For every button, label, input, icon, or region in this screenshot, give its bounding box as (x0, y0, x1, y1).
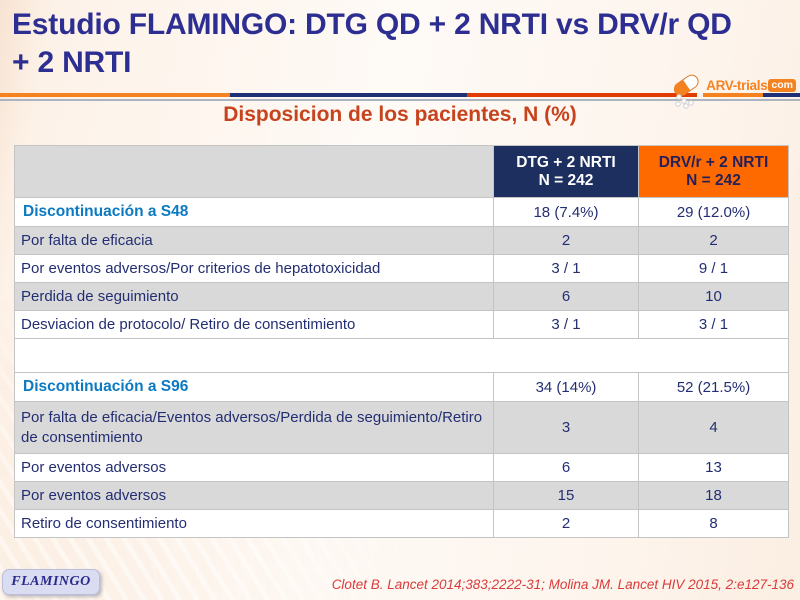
drv-value-cell: 18 (638, 481, 789, 510)
slide-title-line2: + 2 NRTI (12, 46, 132, 80)
dtg-value-cell (493, 338, 639, 373)
section-row-s48: Discontinuación a S48 18 (7.4%) 29 (12.0… (14, 197, 789, 227)
citation-text: Clotet B. Lancet 2014;383;2222-31; Molin… (331, 577, 794, 592)
drv-value-cell: 10 (638, 282, 789, 311)
dtg-value-cell: 3 (493, 401, 639, 454)
dtg-value-cell: 34 (14%) (493, 372, 639, 402)
table-header-row: DTG + 2 NRTI N = 242 DRV/r + 2 NRTI N = … (14, 145, 789, 198)
header-drv-n: N = 242 (686, 171, 741, 189)
dtg-value-cell: 18 (7.4%) (493, 197, 639, 227)
dtg-value-cell: 3 / 1 (493, 254, 639, 283)
slide-title: Estudio FLAMINGO: DTG QD + 2 NRTI vs DRV… (12, 6, 792, 82)
header-blank-cell (14, 145, 494, 198)
row-label-cell: Retiro de consentimiento (14, 509, 494, 538)
drv-value-cell: 8 (638, 509, 789, 538)
divider-gray-line (0, 99, 800, 101)
patient-disposition-table: DTG + 2 NRTI N = 242 DRV/r + 2 NRTI N = … (14, 145, 789, 538)
row-label-cell: Perdida de seguimiento (14, 282, 494, 311)
pill-capsule-icon (674, 74, 699, 109)
dtg-value-cell: 6 (493, 282, 639, 311)
header-drv-name: DRV/r + 2 NRTI (658, 153, 769, 171)
drv-value-cell: 29 (12.0%) (638, 197, 789, 227)
drv-value-cell: 13 (638, 453, 789, 482)
drv-value-cell: 3 / 1 (638, 310, 789, 339)
dtg-value-cell: 6 (493, 453, 639, 482)
row-label-cell: Discontinuación a S96 (14, 372, 494, 402)
table-row: Desviacion de protocolo/ Retiro de conse… (14, 310, 789, 339)
drv-value-cell (638, 338, 789, 373)
slide-title-line1: Estudio FLAMINGO: DTG QD + 2 NRTI vs DRV… (12, 8, 732, 41)
divider-segment-orange-right (703, 93, 763, 97)
header-dtg-n: N = 242 (538, 171, 594, 189)
divider-segment-red (467, 93, 697, 97)
row-label-cell: Por falta de eficacia (14, 226, 494, 255)
spacer-row (14, 338, 789, 373)
drv-value-cell: 52 (21.5%) (638, 372, 789, 402)
divider-segment-navy-right (763, 93, 800, 97)
dtg-value-cell: 2 (493, 226, 639, 255)
divider-segment-navy (230, 93, 467, 97)
section-row-s96: Discontinuación a S96 34 (14%) 52 (21.5%… (14, 372, 789, 402)
row-label-cell: Por falta de eficacia/Eventos adversos/P… (14, 401, 494, 454)
logo-name-text: ARV-trials (706, 78, 768, 93)
table-row: Por falta de eficacia 2 2 (14, 226, 789, 255)
row-label-cell: Desviacion de protocolo/ Retiro de conse… (14, 310, 494, 339)
dtg-value-cell: 3 / 1 (493, 310, 639, 339)
row-label-cell (14, 338, 494, 373)
table-row: Por eventos adversos/Por criterios de he… (14, 254, 789, 283)
table-row: Por falta de eficacia/Eventos adversos/P… (14, 401, 789, 454)
table-row: Perdida de seguimiento 6 10 (14, 282, 789, 311)
dtg-value-cell: 2 (493, 509, 639, 538)
drv-value-cell: 4 (638, 401, 789, 454)
header-dtg-arm: DTG + 2 NRTI N = 242 (493, 145, 639, 198)
header-drv-arm: DRV/r + 2 NRTI N = 242 (638, 145, 789, 198)
arv-trials-logo: ARV-trials com (666, 70, 796, 110)
row-label-cell: Por eventos adversos (14, 481, 494, 510)
header-dtg-name: DTG + 2 NRTI (516, 153, 616, 171)
table-row: Por eventos adversos 15 18 (14, 481, 789, 510)
row-label-cell: Discontinuación a S48 (14, 197, 494, 227)
table-row: Por eventos adversos 6 13 (14, 453, 789, 482)
logo-tld-text: com (768, 79, 796, 92)
divider-segment-orange (0, 93, 230, 97)
row-label-cell: Por eventos adversos/Por criterios de he… (14, 254, 494, 283)
row-label-cell: Por eventos adversos (14, 453, 494, 482)
table-row: Retiro de consentimiento 2 8 (14, 509, 789, 538)
slide-subtitle: Disposicion de los pacientes, N (%) (223, 103, 577, 126)
study-badge: FLAMINGO (2, 569, 100, 595)
drv-value-cell: 9 / 1 (638, 254, 789, 283)
drv-value-cell: 2 (638, 226, 789, 255)
dtg-value-cell: 15 (493, 481, 639, 510)
